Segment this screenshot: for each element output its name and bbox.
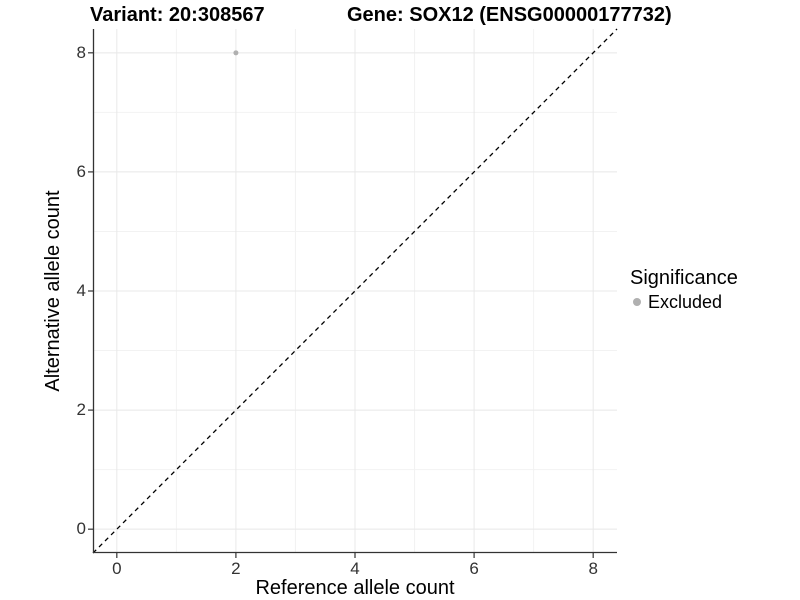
y-axis-title: Alternative allele count bbox=[42, 190, 64, 392]
x-tick-label: 4 bbox=[350, 559, 360, 578]
y-tick-label: 0 bbox=[76, 519, 86, 539]
data-point-excluded bbox=[233, 50, 239, 56]
y-tick-label: 2 bbox=[76, 400, 86, 420]
legend: Significance Excluded bbox=[630, 266, 738, 313]
y-tick-label: 8 bbox=[76, 42, 86, 62]
legend-title: Significance bbox=[630, 267, 738, 289]
legend-point-icon bbox=[633, 298, 641, 306]
x-tick-label: 8 bbox=[588, 559, 598, 578]
y-tick-label: 4 bbox=[76, 281, 86, 300]
plot-title-gene: Gene: SOX12 (ENSG00000177732) bbox=[347, 4, 672, 26]
legend-entry-excluded: Excluded bbox=[630, 291, 738, 313]
x-axis-title: Reference allele count bbox=[255, 577, 455, 599]
plot-panel bbox=[88, 28, 618, 558]
y-tick-label: 6 bbox=[76, 161, 86, 181]
legend-entry-label: Excluded bbox=[648, 292, 723, 312]
x-tick-label: 6 bbox=[469, 559, 479, 578]
x-tick-label: 0 bbox=[112, 559, 122, 578]
x-tick-label: 2 bbox=[231, 559, 241, 578]
plot-title-variant: Variant: 20:308567 bbox=[90, 4, 265, 26]
